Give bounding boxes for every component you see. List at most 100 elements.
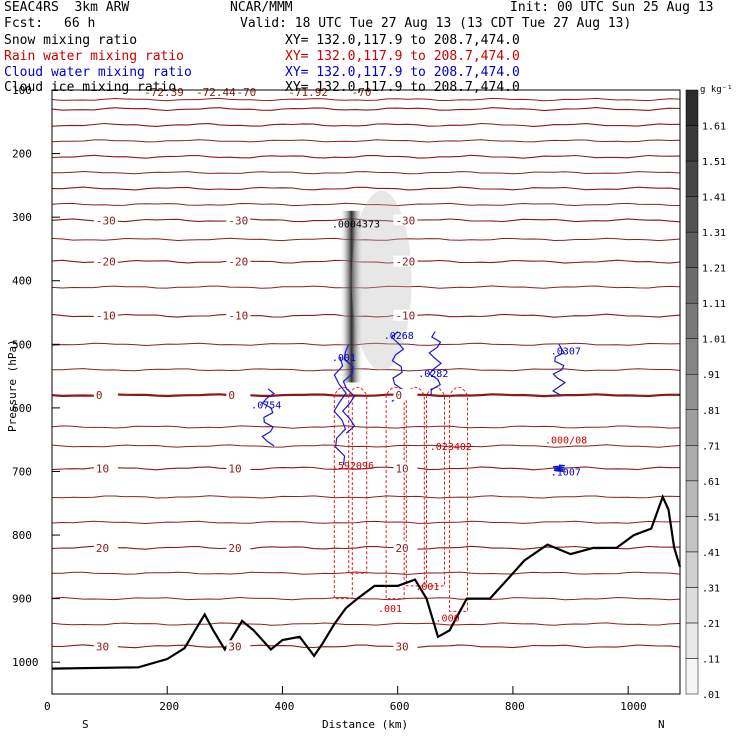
isotherm-line <box>51 520 681 525</box>
isotherm-label: -30 <box>96 214 116 227</box>
maximum-label: .023402 <box>430 442 472 453</box>
colorbar-cell <box>685 89 699 126</box>
init-time: Init: 00 UTC Sun 25 Aug 13 <box>510 0 714 15</box>
y-tick-label: 300 <box>12 211 32 224</box>
x-axis-label: Distance (km) <box>322 718 408 731</box>
colorbar-cell <box>685 373 699 411</box>
rain-water-contours <box>333 386 469 612</box>
field-cloud-water-name: Cloud water mixing ratio <box>4 65 192 80</box>
label-bg <box>93 462 118 474</box>
colorbar-unit: g kg⁻¹ <box>700 85 733 95</box>
maximum-label: .000 <box>436 614 460 625</box>
isotherm-label: -20 <box>395 256 415 269</box>
field-snow-name: Snow mixing ratio <box>4 33 138 48</box>
isotherm-30 <box>51 644 681 649</box>
colorbar-label: .11 <box>702 654 720 665</box>
isotherm--50 <box>51 154 681 159</box>
cloud-water-contour <box>261 388 276 447</box>
isotherm--60 <box>51 122 681 127</box>
top-isotherm-label: -72.39 <box>144 86 184 99</box>
isotherm-line <box>51 285 681 289</box>
label-bg <box>93 389 118 401</box>
terrain-profile <box>51 493 682 670</box>
rain-contour <box>348 386 368 574</box>
colorbar-cell <box>685 445 699 482</box>
colorbar-label: .51 <box>702 512 720 523</box>
cloud-water-contour <box>333 356 347 466</box>
isotherm-label: 20 <box>228 542 241 555</box>
cloud-water-contour <box>551 344 567 396</box>
maximum-label: .001 <box>415 582 439 593</box>
label-bg <box>393 541 418 553</box>
snow-mixing-ratio-shading <box>339 190 412 383</box>
isotherm-label: 0 <box>96 389 103 402</box>
snow-halo <box>351 190 412 371</box>
label-bg <box>226 255 251 267</box>
isotherm-line <box>51 444 681 448</box>
field-rain-name: Rain water mixing ratio <box>4 49 185 64</box>
forecast-hour: 66 h <box>64 16 96 31</box>
label-bg <box>93 255 118 267</box>
isotherm-line <box>51 97 681 102</box>
isotherm-label: 10 <box>395 462 408 475</box>
cloud-water-contours <box>261 331 567 473</box>
temperature-contours <box>51 97 681 649</box>
rain-contour <box>333 386 353 600</box>
snow-core <box>339 210 364 383</box>
isotherm-line <box>51 495 681 499</box>
isotherm-label: -10 <box>96 310 116 323</box>
isotherm-10 <box>51 466 681 471</box>
colorbar-label: .01 <box>702 690 720 701</box>
maximum-label: .001 <box>332 353 356 364</box>
maximum-label: .0754 <box>251 401 281 412</box>
colorbar-cell <box>685 409 699 446</box>
isotherm-label: -10 <box>228 310 248 323</box>
label-bg <box>226 309 251 321</box>
isotherm--10 <box>51 313 681 318</box>
cloud-water-contour <box>428 331 443 396</box>
label-bg <box>226 640 251 652</box>
maximum-label: .0268 <box>384 331 414 342</box>
colorbar-cell <box>685 196 699 233</box>
isotherm-line <box>51 237 681 242</box>
top-isotherm-label: -72.44 <box>196 86 236 99</box>
maximum-label: .000/08 <box>545 436 587 447</box>
y-axis-label: Pressure (hPa) <box>6 339 19 432</box>
isotherm-20 <box>51 545 681 550</box>
cloud-water-contour <box>552 464 565 473</box>
top-isotherm-label: -70 <box>236 86 256 99</box>
colorbar-label: 1.31 <box>702 228 726 239</box>
field-rain-xy: XY= 132.0,117.9 to 208.7,474.0 <box>285 49 520 64</box>
isotherm-line <box>52 571 681 575</box>
label-bg <box>226 389 251 401</box>
colorbar-cell <box>685 125 699 162</box>
axes-box <box>51 89 681 695</box>
field-cloud-ice-name: Cloud ice mixing ratio <box>4 80 177 95</box>
isotherm-line <box>52 368 681 372</box>
top-isotherm-label: -71.92 <box>288 86 328 99</box>
colorbar-label: 1.11 <box>702 299 726 310</box>
isotherm--20 <box>51 259 681 264</box>
colorbar-label: .31 <box>702 583 720 594</box>
label-bg <box>226 541 251 553</box>
maximum-label: .592096 <box>332 461 374 472</box>
colorbar-cell <box>685 587 699 624</box>
isotherm-label: 10 <box>96 462 109 475</box>
isotherm--40 <box>51 186 681 191</box>
label-bg <box>226 214 251 226</box>
y-tick-label: 900 <box>12 593 32 606</box>
forecast-label: Fcst: <box>4 16 44 31</box>
isotherm--70 <box>51 107 681 112</box>
valid-time: Valid: 18 UTC Tue 27 Aug 13 (13 CDT Tue … <box>240 16 632 31</box>
colorbar-label: 1.61 <box>702 122 726 133</box>
colorbar-cell <box>685 658 699 695</box>
y-tick-label: 800 <box>12 529 32 542</box>
label-bg <box>93 309 118 321</box>
isotherm-line <box>51 425 681 429</box>
rain-contour <box>405 386 425 587</box>
maximum-label: .1007 <box>551 467 581 478</box>
colorbar-label: .81 <box>702 406 720 417</box>
label-bg <box>393 640 418 652</box>
colorbar-cell <box>685 267 699 304</box>
colorbar: .01 .11 .21 .31 .41 .51 .61 .71 .81 .91 1.01 1.11 1.… <box>685 85 733 701</box>
